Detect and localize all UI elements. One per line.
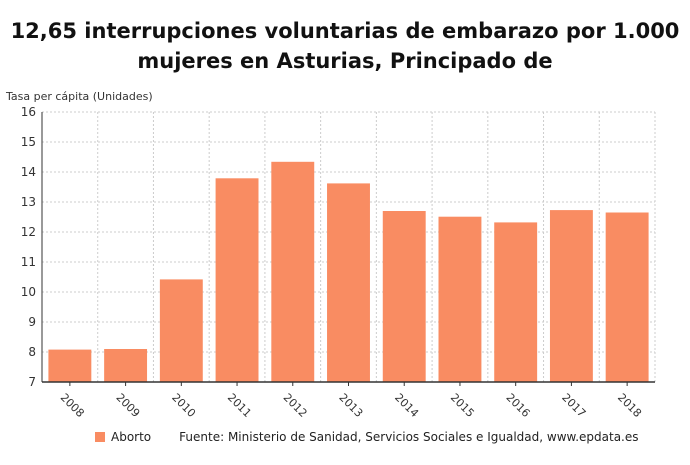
y-tick-label: 8: [28, 345, 36, 359]
legend-swatch: [95, 432, 105, 442]
x-tick-label: 2015: [448, 391, 477, 420]
bar-2011: [215, 178, 259, 382]
chart-title: 12,65 interrupciones voluntarias de emba…: [10, 19, 680, 73]
source-note: Fuente: Ministerio de Sanidad, Servicios…: [179, 430, 639, 444]
y-tick-label: 13: [21, 195, 36, 209]
y-tick-label: 11: [21, 255, 36, 269]
bar-2015: [438, 216, 482, 382]
y-tick-label: 10: [21, 285, 36, 299]
bar-2009: [104, 349, 148, 382]
legend: Aborto Fuente: Ministerio de Sanidad, Se…: [95, 430, 639, 444]
x-tick-label: 2008: [58, 391, 87, 420]
x-tick-label: 2016: [504, 391, 533, 420]
bar-2012: [271, 161, 315, 382]
y-axis-label: Tasa per cápita (Unidades): [6, 90, 153, 103]
x-tick-label: 2014: [392, 391, 421, 420]
bar-2013: [327, 183, 370, 382]
x-tick-label: 2013: [336, 391, 365, 420]
x-tick-label: 2010: [169, 391, 198, 420]
x-tick-label: 2012: [281, 391, 310, 420]
x-tick-label: 2017: [559, 391, 588, 420]
y-tick-label: 15: [21, 135, 36, 149]
x-tick-label: 2009: [113, 391, 142, 420]
y-tick-label: 16: [21, 105, 36, 119]
y-tick-label: 14: [21, 165, 36, 179]
bar-2008: [48, 349, 92, 382]
y-tick-label: 9: [28, 315, 36, 329]
x-tick-label: 2011: [225, 391, 254, 420]
x-tick-label: 2018: [615, 391, 644, 420]
bar-2017: [549, 210, 593, 382]
bar-2010: [159, 279, 203, 382]
bar-2014: [382, 211, 426, 382]
bar-2018: [605, 212, 649, 382]
legend-label: Aborto: [111, 430, 152, 444]
bar-2016: [494, 222, 538, 382]
y-tick-label: 12: [21, 225, 36, 239]
y-tick-label: 7: [28, 375, 36, 389]
